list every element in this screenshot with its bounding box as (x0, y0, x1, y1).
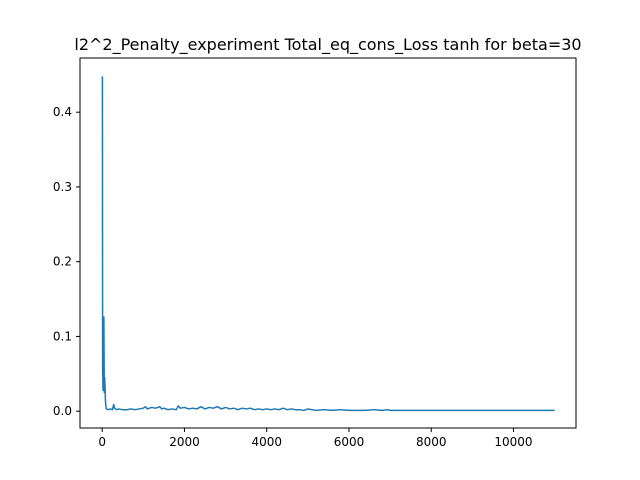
x-tick-label: 2000 (169, 435, 200, 449)
series-line (101, 76, 555, 412)
x-axis: 0 2000 4000 6000 8000 10000 (98, 428, 533, 449)
y-tick-label: 0.3 (53, 180, 72, 194)
y-axis: 0.0 0.1 0.2 0.3 0.4 (53, 105, 80, 418)
y-tick-label: 0.2 (53, 255, 72, 269)
plot-area (101, 76, 555, 412)
chart-title: l2^2_Penalty_experiment Total_eq_cons_Lo… (74, 35, 581, 55)
y-tick-label: 0.0 (53, 404, 72, 418)
x-tick-label: 8000 (416, 435, 447, 449)
x-tick-label: 10000 (494, 435, 532, 449)
x-tick-label: 0 (98, 435, 106, 449)
x-tick-label: 4000 (251, 435, 282, 449)
y-tick-label: 0.1 (53, 329, 72, 343)
x-tick-label: 6000 (334, 435, 365, 449)
axes-frame (79, 57, 577, 429)
y-tick-label: 0.4 (53, 105, 72, 119)
